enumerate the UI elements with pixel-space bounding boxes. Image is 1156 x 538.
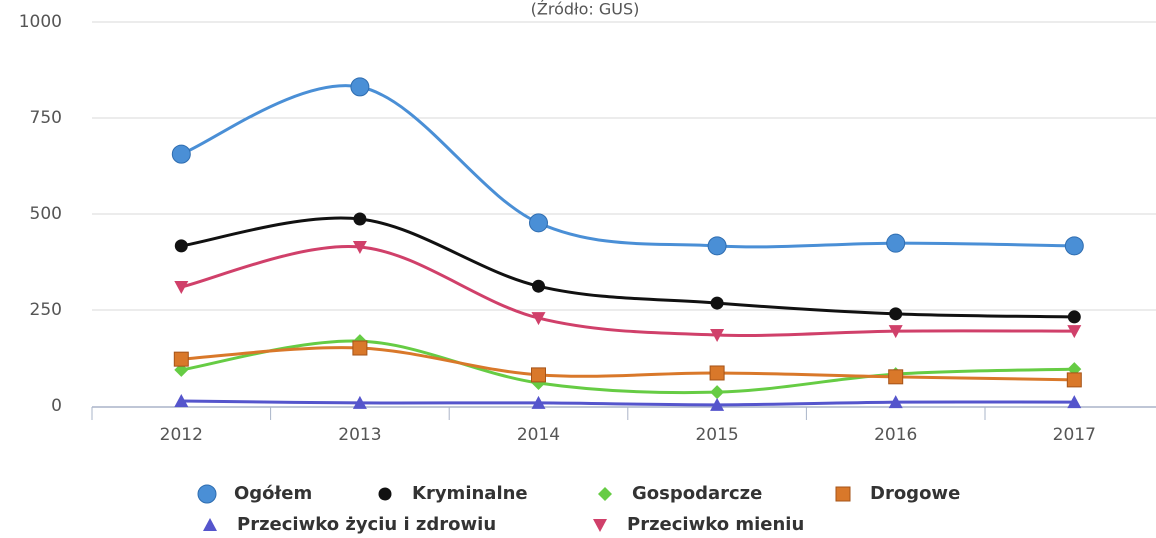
- legend-item: Gospodarcze: [598, 483, 762, 504]
- marker: [174, 280, 189, 294]
- marker: [174, 239, 188, 253]
- x-tick-label: 2017: [1053, 425, 1096, 445]
- series-line: [181, 399, 1075, 407]
- marker: [710, 385, 725, 400]
- series-line: [181, 216, 1075, 319]
- legend-item: Drogowe: [835, 483, 960, 504]
- y-tick-label: 750: [30, 108, 62, 128]
- chart-subtitle: (Źródło: GUS): [531, 0, 640, 19]
- legend-item: Przeciwko mieniu: [593, 514, 804, 535]
- marker: [889, 307, 903, 321]
- legend-label: Gospodarcze: [632, 483, 762, 504]
- marker: [888, 395, 903, 409]
- marker: [1067, 325, 1082, 339]
- marker: [378, 487, 392, 501]
- marker: [529, 213, 548, 233]
- marker: [709, 365, 725, 381]
- series-line: [180, 84, 1075, 249]
- y-tick-label: 500: [30, 204, 62, 224]
- marker: [710, 296, 724, 310]
- marker: [353, 212, 367, 226]
- legend-item: Przeciwko życiu i zdrowiu: [203, 514, 496, 535]
- legend-label: Przeciwko życiu i zdrowiu: [237, 514, 496, 535]
- legend-label: Drogowe: [870, 483, 960, 504]
- marker: [888, 325, 903, 339]
- x-tick-label: 2012: [160, 425, 203, 445]
- legend-label: Przeciwko mieniu: [627, 514, 804, 535]
- x-tick-label: 2016: [874, 425, 917, 445]
- x-tick-label: 2015: [695, 425, 738, 445]
- marker: [593, 519, 607, 532]
- marker: [531, 395, 546, 409]
- marker: [352, 395, 367, 409]
- marker: [710, 328, 725, 342]
- legend-item: Kryminalne: [378, 483, 528, 504]
- y-tick-label: 250: [30, 300, 62, 320]
- marker: [352, 241, 367, 255]
- legend-item: Ogółem: [197, 483, 312, 504]
- marker: [886, 233, 906, 253]
- legend-label: Kryminalne: [412, 483, 528, 504]
- marker: [707, 236, 727, 256]
- legend-label: Ogółem: [234, 483, 312, 504]
- marker: [710, 397, 725, 411]
- marker: [531, 312, 546, 326]
- marker: [532, 279, 545, 293]
- marker: [888, 369, 904, 385]
- series-line: [181, 339, 1075, 395]
- marker: [1064, 236, 1084, 256]
- marker: [1067, 310, 1081, 324]
- y-tick-label: 1000: [19, 12, 62, 32]
- series-line: [180, 245, 1075, 337]
- marker: [173, 351, 189, 367]
- x-tick-label: 2014: [517, 425, 560, 445]
- series-line: [181, 346, 1075, 382]
- marker: [1067, 395, 1082, 409]
- marker: [352, 340, 368, 356]
- marker: [203, 518, 217, 531]
- marker: [171, 144, 191, 164]
- marker: [174, 394, 189, 408]
- marker: [835, 486, 851, 502]
- marker: [1066, 372, 1082, 388]
- y-tick-label: 0: [51, 396, 62, 416]
- marker: [350, 77, 370, 97]
- marker: [531, 367, 546, 383]
- marker: [598, 487, 612, 501]
- marker: [197, 484, 217, 504]
- x-tick-label: 2013: [338, 425, 381, 445]
